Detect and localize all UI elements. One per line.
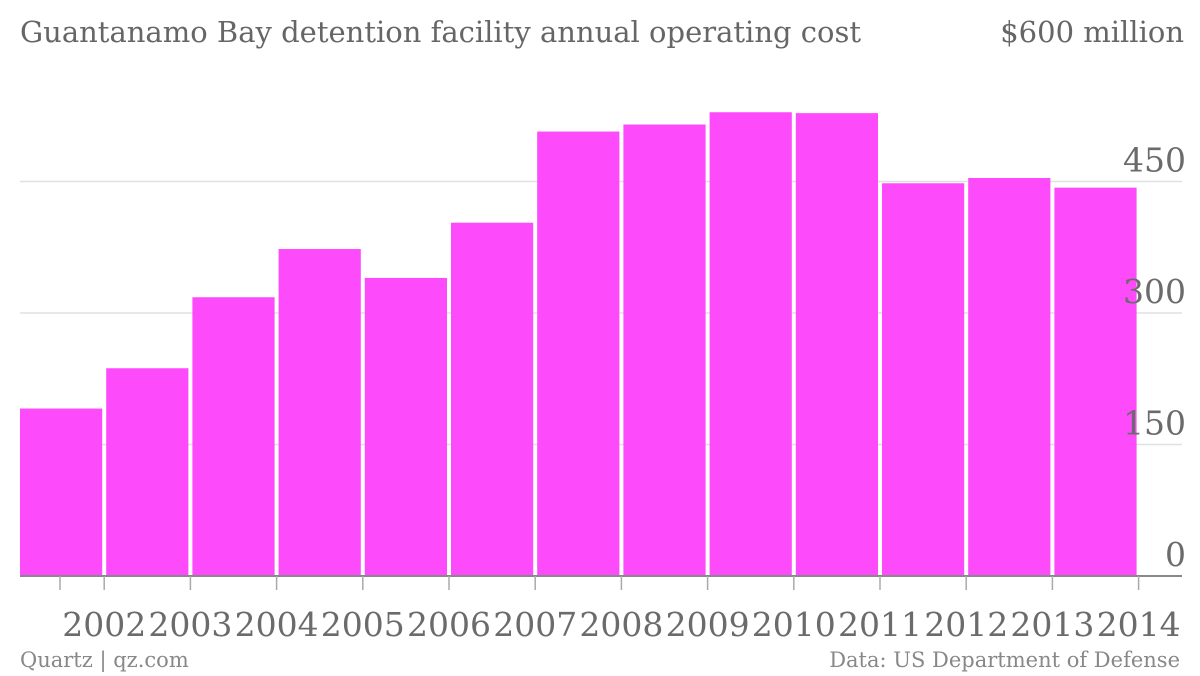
y-tick-label: 300: [1123, 272, 1186, 311]
x-tick-label: 2002: [62, 605, 146, 644]
bar-2005: [278, 249, 361, 576]
x-tick-label: 2003: [148, 605, 232, 644]
y-axis-ticks: 0 150 300 450: [1123, 141, 1186, 575]
footer: Quartz | qz.com Data: US Department of D…: [20, 648, 1180, 673]
x-tick-label: 2008: [579, 605, 663, 644]
bar-2008: [537, 131, 620, 576]
x-tick-label: 2012: [924, 605, 1008, 644]
bar-2007: [451, 222, 534, 576]
bar-2004: [192, 297, 275, 576]
unit-label: $600 million: [1000, 15, 1184, 49]
bar-2009: [623, 124, 706, 577]
x-tick-label: 2009: [666, 605, 750, 644]
bar-2002: [20, 408, 103, 576]
data-source: Data: US Department of Defense: [829, 648, 1180, 672]
chart-title: Guantanamo Bay detention facility annual…: [20, 15, 861, 49]
x-tick-label: 2004: [235, 605, 319, 644]
x-tick-label: 2006: [407, 605, 491, 644]
source-credit: Quartz | qz.com: [20, 648, 189, 673]
bar-2012: [882, 183, 965, 576]
x-tick-label: 2011: [838, 605, 922, 644]
bar-2011: [795, 113, 878, 577]
y-tick-label: 150: [1123, 404, 1186, 443]
y-tick-label: 450: [1123, 141, 1186, 180]
x-axis: 2002 2003 2004 2005 2006 2007 2008 2009 2010 2011…: [20, 575, 1182, 644]
bar-2014: [1054, 187, 1137, 577]
x-tick-label: 2014: [1097, 605, 1181, 644]
bars: [20, 112, 1137, 577]
bar-2006: [364, 277, 447, 576]
y-tick-label: 0: [1165, 535, 1186, 574]
bar-2010: [709, 112, 792, 576]
bar-2013: [968, 177, 1051, 576]
header: Guantanamo Bay detention facility annual…: [20, 15, 1184, 49]
x-tick-label: 2010: [752, 605, 836, 644]
x-tick-label: 2013: [1010, 605, 1094, 644]
bar-2003: [106, 368, 189, 576]
x-tick-label: 2007: [493, 605, 577, 644]
x-tick-label: 2005: [321, 605, 405, 644]
